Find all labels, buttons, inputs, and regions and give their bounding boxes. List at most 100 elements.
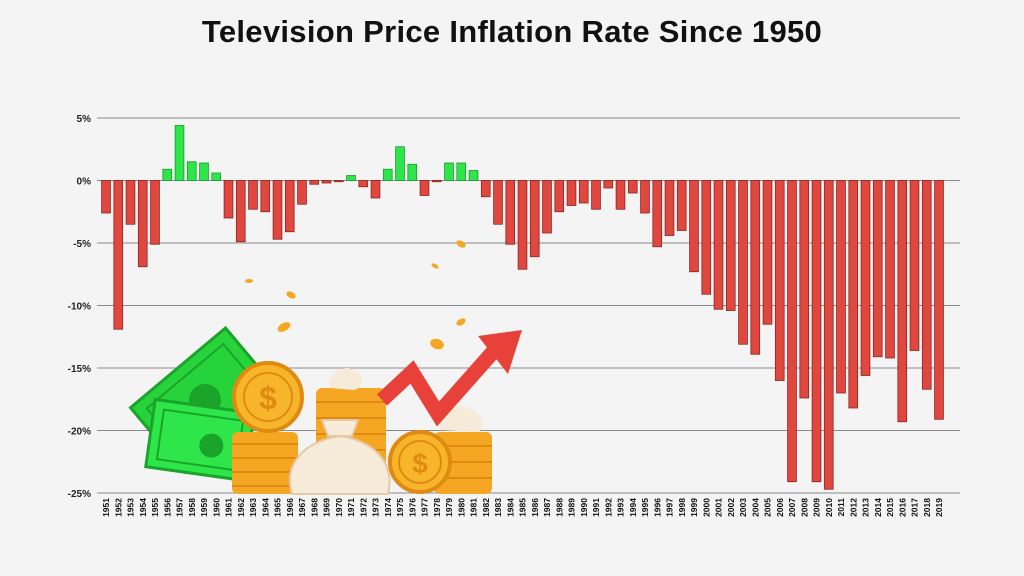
y-tick-label: 5% — [77, 114, 92, 125]
x-tick-label: 1971 — [346, 498, 356, 517]
x-tick-label: 1998 — [677, 498, 687, 517]
x-tick-label: 1991 — [591, 498, 601, 517]
x-tick-label: 2018 — [922, 498, 932, 517]
x-tick-label: 2004 — [750, 498, 760, 517]
bar-2011 — [836, 180, 846, 394]
x-tick-label: 1997 — [665, 498, 675, 517]
x-tick-label: 1985 — [518, 498, 528, 517]
bar-2019 — [934, 180, 944, 420]
bar-2005 — [762, 180, 773, 325]
x-tick-label: 1965 — [273, 498, 283, 517]
bar-1951 — [101, 180, 111, 214]
x-tick-label: 1961 — [224, 498, 234, 517]
x-tick-label: 1996 — [652, 498, 662, 517]
bar-2013 — [860, 180, 871, 376]
bar-1976 — [407, 163, 418, 181]
y-tick-label: -5% — [73, 239, 91, 250]
x-tick-label: 1967 — [297, 498, 307, 517]
y-tick-label: -25% — [68, 489, 91, 500]
x-tick-label: 2014 — [873, 498, 883, 517]
x-tick-label: 2019 — [934, 498, 944, 517]
x-tick-label: 1975 — [395, 498, 405, 517]
x-tick-label: 1951 — [101, 498, 111, 517]
bar-1957 — [174, 125, 185, 181]
bar-2003 — [738, 180, 748, 345]
bar-1997 — [664, 180, 675, 236]
x-tick-label: 1966 — [285, 498, 295, 517]
bar-1960 — [211, 172, 222, 181]
x-tick-label: 1972 — [358, 498, 368, 517]
bar-1993 — [615, 180, 626, 210]
x-tick-label: 1974 — [383, 498, 393, 517]
bar-1969 — [321, 180, 332, 184]
x-tick-label: 2006 — [775, 498, 785, 517]
x-tick-label: 2008 — [799, 498, 809, 517]
x-tick-label: 1981 — [469, 498, 479, 517]
x-tick-label: 1957 — [175, 498, 185, 517]
bar-1999 — [689, 180, 699, 273]
bar-1970 — [333, 180, 344, 183]
x-tick-label: 1980 — [456, 498, 466, 517]
bar-1967 — [297, 180, 307, 205]
x-axis-ticks: 1951 1952 1953 1954 1955 1956 1957 1958 1959 1960… — [101, 498, 944, 517]
bar-1973 — [370, 180, 381, 199]
x-tick-label: 2002 — [726, 498, 736, 517]
y-tick-label: 0% — [77, 177, 92, 188]
bar-1954 — [137, 180, 148, 268]
svg-text:$: $ — [259, 380, 277, 416]
x-tick-label: 1955 — [150, 498, 160, 517]
bar-2012 — [848, 180, 859, 409]
x-tick-label: 1962 — [236, 498, 246, 517]
chart-title: Television Price Inflation Rate Since 19… — [201, 14, 823, 49]
bar-1988 — [554, 180, 565, 213]
bar-2001 — [713, 180, 724, 310]
x-tick-label: 2017 — [910, 498, 920, 517]
falling-coins-icon — [245, 240, 466, 350]
x-tick-label: 1968 — [309, 498, 319, 517]
x-tick-label: 1970 — [334, 498, 344, 517]
bar-2009 — [811, 180, 822, 483]
x-tick-label: 1989 — [567, 498, 577, 517]
bar-1998 — [676, 180, 687, 231]
bar-2008 — [799, 180, 810, 399]
x-tick-label: 2016 — [897, 498, 907, 517]
x-tick-label: 1992 — [603, 498, 613, 517]
x-tick-label: 1978 — [432, 498, 442, 517]
bar-1962 — [235, 180, 246, 243]
bar-1958 — [186, 161, 197, 181]
bar-1981 — [468, 170, 479, 181]
x-tick-label: 2010 — [824, 498, 834, 517]
x-tick-label: 1973 — [371, 498, 381, 517]
x-tick-label: 2015 — [885, 498, 895, 517]
bar-1968 — [309, 180, 320, 185]
bar-1956 — [162, 168, 173, 181]
x-tick-label: 1995 — [640, 498, 650, 517]
bar-2010 — [823, 180, 834, 490]
x-tick-label: 1976 — [407, 498, 417, 517]
bar-1979 — [444, 162, 454, 181]
svg-text:$: $ — [412, 448, 428, 479]
bar-1978 — [431, 180, 442, 183]
bar-1989 — [566, 180, 577, 206]
x-tick-label: 1994 — [628, 498, 638, 517]
bar-1982 — [480, 180, 491, 198]
money-bag-icon — [289, 367, 483, 495]
x-tick-label: 1990 — [579, 498, 589, 517]
y-tick-label: -10% — [68, 302, 91, 313]
x-tick-label: 2003 — [738, 498, 748, 517]
bar-1972 — [358, 180, 369, 188]
bar-2006 — [774, 180, 785, 381]
x-tick-label: 1977 — [420, 498, 430, 517]
bar-1963 — [248, 180, 258, 210]
x-tick-label: 1959 — [199, 498, 209, 517]
x-tick-label: 1979 — [444, 498, 454, 517]
bar-1959 — [199, 162, 209, 181]
bars — [101, 125, 944, 490]
x-tick-label: 1960 — [211, 498, 221, 517]
bar-1964 — [260, 180, 271, 213]
x-tick-label: 2011 — [836, 498, 846, 517]
x-tick-label: 1953 — [126, 498, 136, 517]
x-tick-label: 1988 — [554, 498, 564, 517]
bar-1965 — [272, 180, 283, 240]
